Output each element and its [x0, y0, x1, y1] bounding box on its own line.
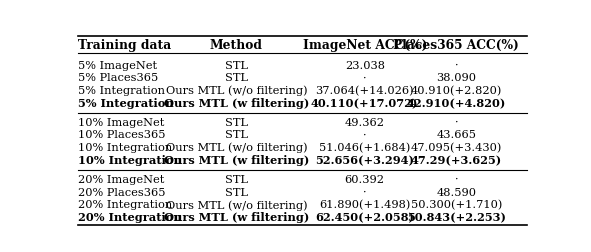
Text: 23.038: 23.038 [345, 61, 385, 71]
Text: 48.590: 48.590 [436, 188, 476, 198]
Text: ·: · [363, 188, 366, 198]
Text: STL: STL [225, 61, 248, 71]
Text: Ours MTL (w/o filtering): Ours MTL (w/o filtering) [165, 200, 307, 210]
Text: STL: STL [225, 131, 248, 140]
Text: 20% Places365: 20% Places365 [79, 188, 166, 198]
Text: Training data: Training data [79, 39, 172, 52]
Text: 42.910(+4.820): 42.910(+4.820) [407, 98, 506, 109]
Text: STL: STL [225, 188, 248, 198]
Text: 5% Places365: 5% Places365 [79, 73, 159, 83]
Text: ·: · [363, 73, 366, 83]
Text: 20% ImageNet: 20% ImageNet [79, 175, 165, 185]
Text: 60.392: 60.392 [345, 175, 385, 185]
Text: 5% Integration: 5% Integration [79, 86, 165, 96]
Text: 10% Integration: 10% Integration [79, 155, 183, 166]
Text: 5% Integration: 5% Integration [79, 98, 174, 109]
Text: Ours MTL (w filtering): Ours MTL (w filtering) [164, 212, 309, 223]
Text: Ours MTL (w/o filtering): Ours MTL (w/o filtering) [165, 143, 307, 153]
Text: 61.890(+1.498): 61.890(+1.498) [319, 200, 410, 210]
Text: 10% ImageNet: 10% ImageNet [79, 118, 165, 128]
Text: STL: STL [225, 118, 248, 128]
Text: 49.362: 49.362 [345, 118, 385, 128]
Text: 47.29(+3.625): 47.29(+3.625) [411, 155, 502, 166]
Text: ·: · [454, 118, 458, 128]
Text: 51.046(+1.684): 51.046(+1.684) [319, 143, 410, 153]
Text: 43.665: 43.665 [436, 131, 476, 140]
Text: 50.843(+2.253): 50.843(+2.253) [407, 212, 506, 223]
Text: Places365 ACC(%): Places365 ACC(%) [394, 39, 519, 52]
Text: Ours MTL (w filtering): Ours MTL (w filtering) [164, 98, 309, 109]
Text: ·: · [363, 131, 366, 140]
Text: STL: STL [225, 73, 248, 83]
Text: 47.095(+3.430): 47.095(+3.430) [411, 143, 502, 153]
Text: Method: Method [210, 39, 263, 52]
Text: Ours MTL (w filtering): Ours MTL (w filtering) [164, 155, 309, 166]
Text: ImageNet ACC(%): ImageNet ACC(%) [303, 39, 427, 52]
Text: 40.110(+17.072): 40.110(+17.072) [311, 98, 418, 109]
Text: 20% Integration: 20% Integration [79, 212, 182, 223]
Text: 52.656(+3.294): 52.656(+3.294) [315, 155, 414, 166]
Text: STL: STL [225, 175, 248, 185]
Text: 38.090: 38.090 [436, 73, 476, 83]
Text: 40.910(+2.820): 40.910(+2.820) [411, 86, 502, 96]
Text: 37.064(+14.026): 37.064(+14.026) [316, 86, 414, 96]
Text: 50.300(+1.710): 50.300(+1.710) [411, 200, 502, 210]
Text: ·: · [454, 175, 458, 185]
Text: 62.450(+2.058): 62.450(+2.058) [315, 212, 414, 223]
Text: ·: · [454, 61, 458, 71]
Text: Ours MTL (w/o filtering): Ours MTL (w/o filtering) [165, 85, 307, 96]
Text: 20% Integration: 20% Integration [79, 200, 173, 210]
Text: 10% Places365: 10% Places365 [79, 131, 166, 140]
Text: 10% Integration: 10% Integration [79, 143, 173, 153]
Text: 5% ImageNet: 5% ImageNet [79, 61, 158, 71]
